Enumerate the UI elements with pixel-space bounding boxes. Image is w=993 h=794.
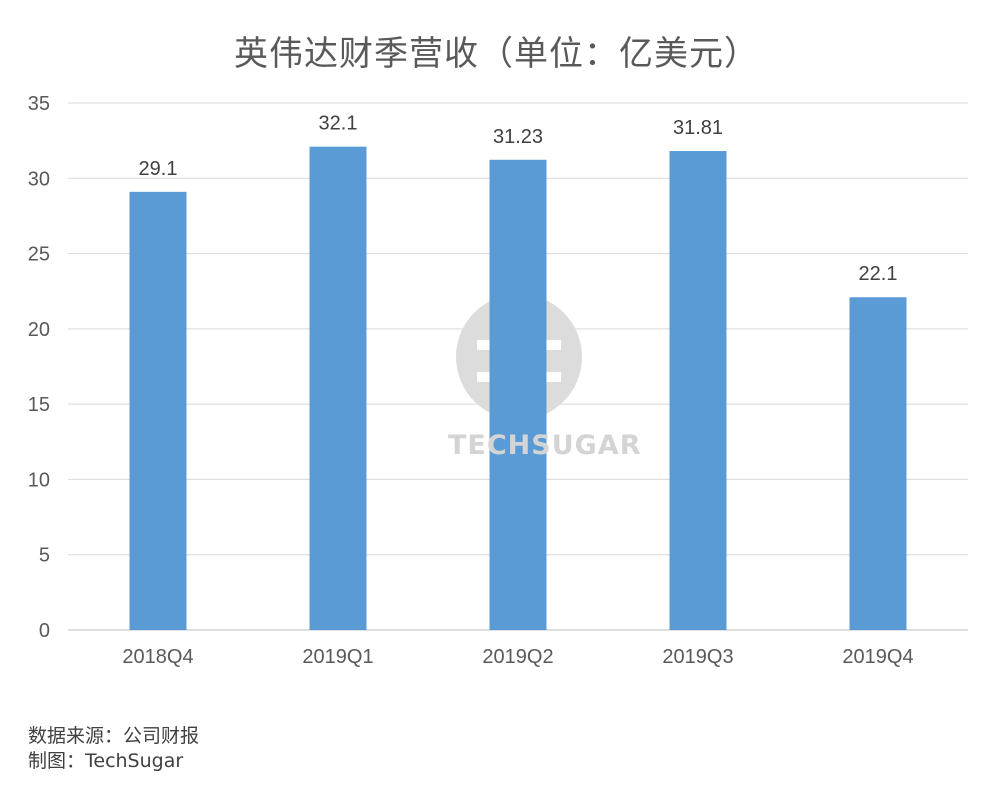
value-label: 31.81 <box>673 117 723 139</box>
x-tick-label: 2019Q1 <box>302 646 373 668</box>
y-tick-label: 15 <box>28 394 50 416</box>
chart-title: 英伟达财季营收（单位：亿美元） <box>234 34 759 74</box>
data-source: 数据来源：公司财报 <box>28 725 200 747</box>
bar <box>309 146 367 630</box>
bar <box>849 297 907 630</box>
bar <box>669 151 727 630</box>
value-label: 31.23 <box>493 126 543 148</box>
bar <box>489 159 547 630</box>
value-label: 22.1 <box>859 263 898 285</box>
y-tick-label: 5 <box>39 545 50 567</box>
value-label: 32.1 <box>319 113 358 135</box>
x-tick-label: 2019Q2 <box>482 646 553 668</box>
y-tick-label: 20 <box>28 319 50 341</box>
chart-author: 制图：TechSugar <box>28 750 184 772</box>
y-tick-label: 25 <box>28 244 50 266</box>
x-tick-label: 2019Q4 <box>842 646 913 668</box>
y-axis-labels: 0 5 10 15 20 25 30 35 <box>28 93 50 642</box>
value-label: 29.1 <box>139 158 178 180</box>
x-axis-labels: 2018Q4 2019Q1 2019Q2 2019Q3 2019Q4 <box>122 646 913 668</box>
x-tick-label: 2018Q4 <box>122 646 193 668</box>
y-tick-label: 30 <box>28 168 50 190</box>
y-tick-label: 10 <box>28 469 50 491</box>
y-tick-label: 35 <box>28 93 50 115</box>
bars <box>129 146 907 630</box>
watermark-text: TECHSUGAR <box>448 430 642 461</box>
value-labels: 29.1 32.1 31.23 31.81 22.1 <box>139 113 898 286</box>
bar <box>129 191 187 630</box>
y-tick-label: 0 <box>39 620 50 642</box>
x-tick-label: 2019Q3 <box>662 646 733 668</box>
